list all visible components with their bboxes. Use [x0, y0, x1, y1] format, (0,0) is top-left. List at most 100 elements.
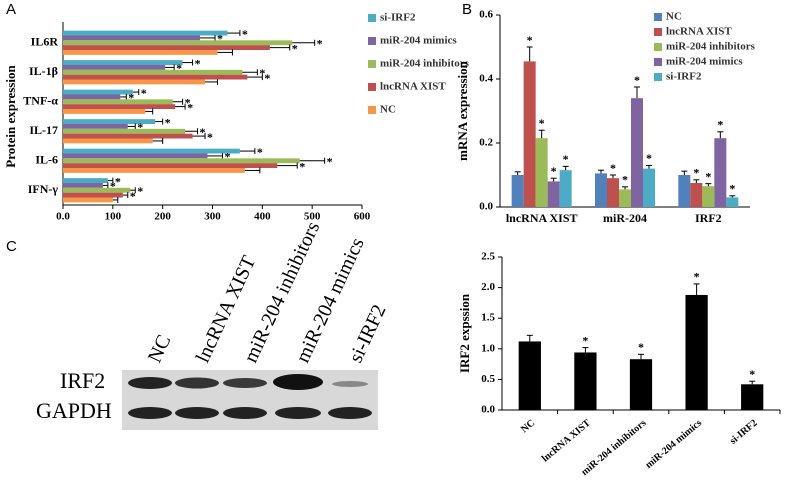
significance-mark: *: [551, 164, 557, 178]
significance-mark: *: [185, 96, 191, 110]
y-tick-label: 0.2: [479, 137, 493, 149]
bar: [63, 109, 146, 114]
y-tick-label: IL-17: [29, 123, 58, 137]
y-tick-label: IFN-γ: [28, 182, 59, 196]
bar: [63, 128, 186, 134]
significance-mark: *: [299, 159, 305, 173]
significance-mark: *: [257, 145, 263, 159]
x-tick-label: 200: [154, 211, 171, 223]
significance-mark: *: [646, 151, 652, 165]
significance-mark: *: [539, 116, 545, 130]
blot-lane-label: NC: [144, 332, 176, 366]
bar: [559, 170, 572, 207]
band: [128, 377, 172, 389]
band: [332, 381, 368, 387]
legend-swatch: [654, 73, 662, 81]
bar: [63, 138, 153, 144]
bar: [63, 74, 248, 80]
y-tick-label: 1.0: [481, 342, 495, 354]
significance-mark: *: [634, 73, 640, 87]
bar: [63, 148, 240, 154]
bar: [714, 138, 727, 207]
x-tick-label: 500: [304, 211, 321, 223]
significance-mark: *: [693, 166, 699, 180]
significance-mark: *: [694, 270, 700, 284]
y-tick-label: 2.0: [481, 281, 495, 293]
y-tick-label: IL-1β: [29, 64, 58, 78]
bar: [63, 40, 293, 46]
x-tick-label: si-IRF2: [728, 418, 760, 447]
legend-label: miR-204 mimics: [380, 35, 457, 47]
y-axis-title: Protein expression: [3, 65, 18, 168]
legend-swatch: [368, 14, 376, 22]
band: [175, 407, 219, 419]
significance-mark: *: [292, 41, 298, 55]
x-tick-label: miR-204: [603, 211, 647, 225]
legend-label: si-IRF2: [380, 12, 416, 24]
bar: [547, 181, 560, 207]
significance-mark: *: [130, 189, 136, 203]
significance-mark: *: [200, 125, 206, 139]
blot-row-label: IRF2: [60, 368, 105, 393]
legend-swatch: [654, 43, 662, 51]
band: [328, 407, 372, 419]
bar: [63, 163, 278, 169]
significance-mark: *: [610, 161, 616, 175]
bar: [574, 352, 597, 410]
bar: [63, 187, 131, 193]
bar: [63, 178, 108, 183]
significance-mark: *: [582, 333, 588, 347]
bar: [63, 79, 206, 85]
significance-mark: *: [638, 340, 644, 354]
legend-swatch: [368, 60, 376, 68]
legend-swatch: [368, 106, 376, 114]
x-tick-label: 400: [254, 211, 271, 223]
bar: [535, 138, 548, 207]
significance-mark: *: [137, 184, 143, 198]
y-axis-title: mRNA expression: [455, 60, 470, 161]
x-tick-label: IRF2: [695, 211, 722, 225]
bar: [629, 359, 653, 410]
bar: [63, 182, 103, 188]
bar: [63, 69, 243, 75]
bar: [63, 35, 201, 41]
y-tick-label: IL6R: [31, 35, 59, 49]
y-axis-title: IRF2 expssion: [457, 293, 472, 373]
significance-mark: *: [176, 61, 182, 75]
legend-swatch: [368, 83, 376, 91]
bar: [631, 98, 643, 207]
bar: [595, 173, 607, 207]
significance-mark: *: [110, 179, 116, 193]
bar: [702, 186, 715, 207]
y-tick-label: 0.5: [481, 373, 495, 385]
x-tick-label: 0.0: [56, 211, 70, 223]
significance-mark: *: [224, 150, 230, 164]
bar: [63, 45, 270, 51]
bar: [63, 153, 208, 159]
significance-mark: *: [242, 27, 248, 41]
y-tick-label: 0.0: [479, 201, 493, 213]
x-tick-label: 100: [105, 211, 122, 223]
band: [223, 407, 267, 419]
significance-mark: *: [195, 56, 201, 70]
bar: [685, 294, 708, 410]
y-tick-label: IL-6: [35, 153, 58, 167]
legend-swatch: [368, 37, 376, 45]
significance-mark: *: [717, 118, 723, 132]
y-tick-label: 0.4: [479, 73, 493, 85]
y-tick-label: 1.5: [481, 312, 495, 324]
blot-lane-label: si-IRF2: [345, 301, 391, 366]
legend-swatch: [654, 13, 662, 21]
bar: [63, 60, 183, 65]
legend-swatch: [654, 28, 662, 36]
legend-label: lncRNA XIST: [380, 81, 446, 93]
significance-mark: *: [527, 33, 533, 47]
bar: [643, 168, 655, 207]
panel-label: B: [462, 1, 472, 18]
bar: [63, 104, 176, 110]
significance-mark: *: [141, 86, 147, 100]
significance-mark: *: [137, 120, 143, 134]
bar: [63, 133, 193, 139]
bar: [523, 61, 536, 208]
x-tick-label: NC: [519, 418, 537, 436]
